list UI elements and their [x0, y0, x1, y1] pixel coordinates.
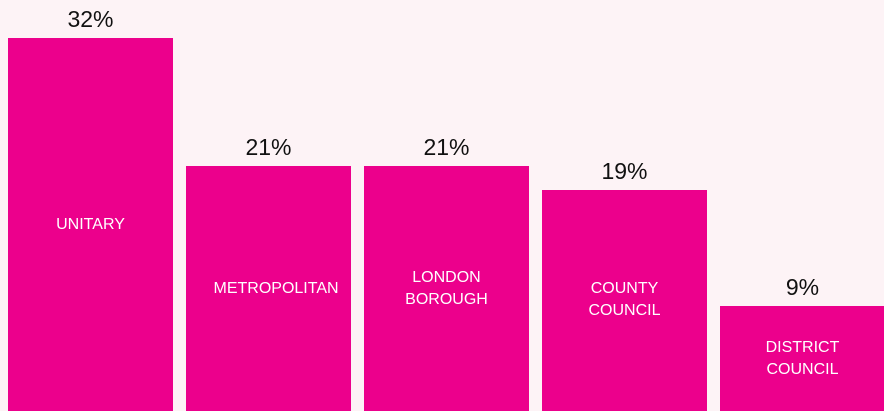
- bar: LONDON BOROUGH: [364, 166, 529, 411]
- value-label: 9%: [785, 274, 820, 301]
- category-label: UNITARY: [56, 215, 125, 233]
- value-label: 32%: [67, 6, 114, 32]
- value-label: 21%: [245, 134, 292, 161]
- category-label: COUNTY COUNCIL: [588, 280, 661, 320]
- value-label: 21%: [423, 134, 470, 161]
- value-label: 19%: [601, 157, 648, 184]
- category-label: METROPOLITAN: [213, 279, 339, 297]
- bar: COUNTY COUNCIL: [542, 189, 707, 411]
- bar: DISTRICT COUNCIL: [720, 306, 884, 411]
- bar: METROPOLITAN: [186, 166, 351, 411]
- category-label: LONDON BOROUGH: [405, 268, 488, 308]
- bar: UNITARY: [8, 38, 173, 411]
- category-label: DISTRICT COUNCIL: [765, 338, 840, 378]
